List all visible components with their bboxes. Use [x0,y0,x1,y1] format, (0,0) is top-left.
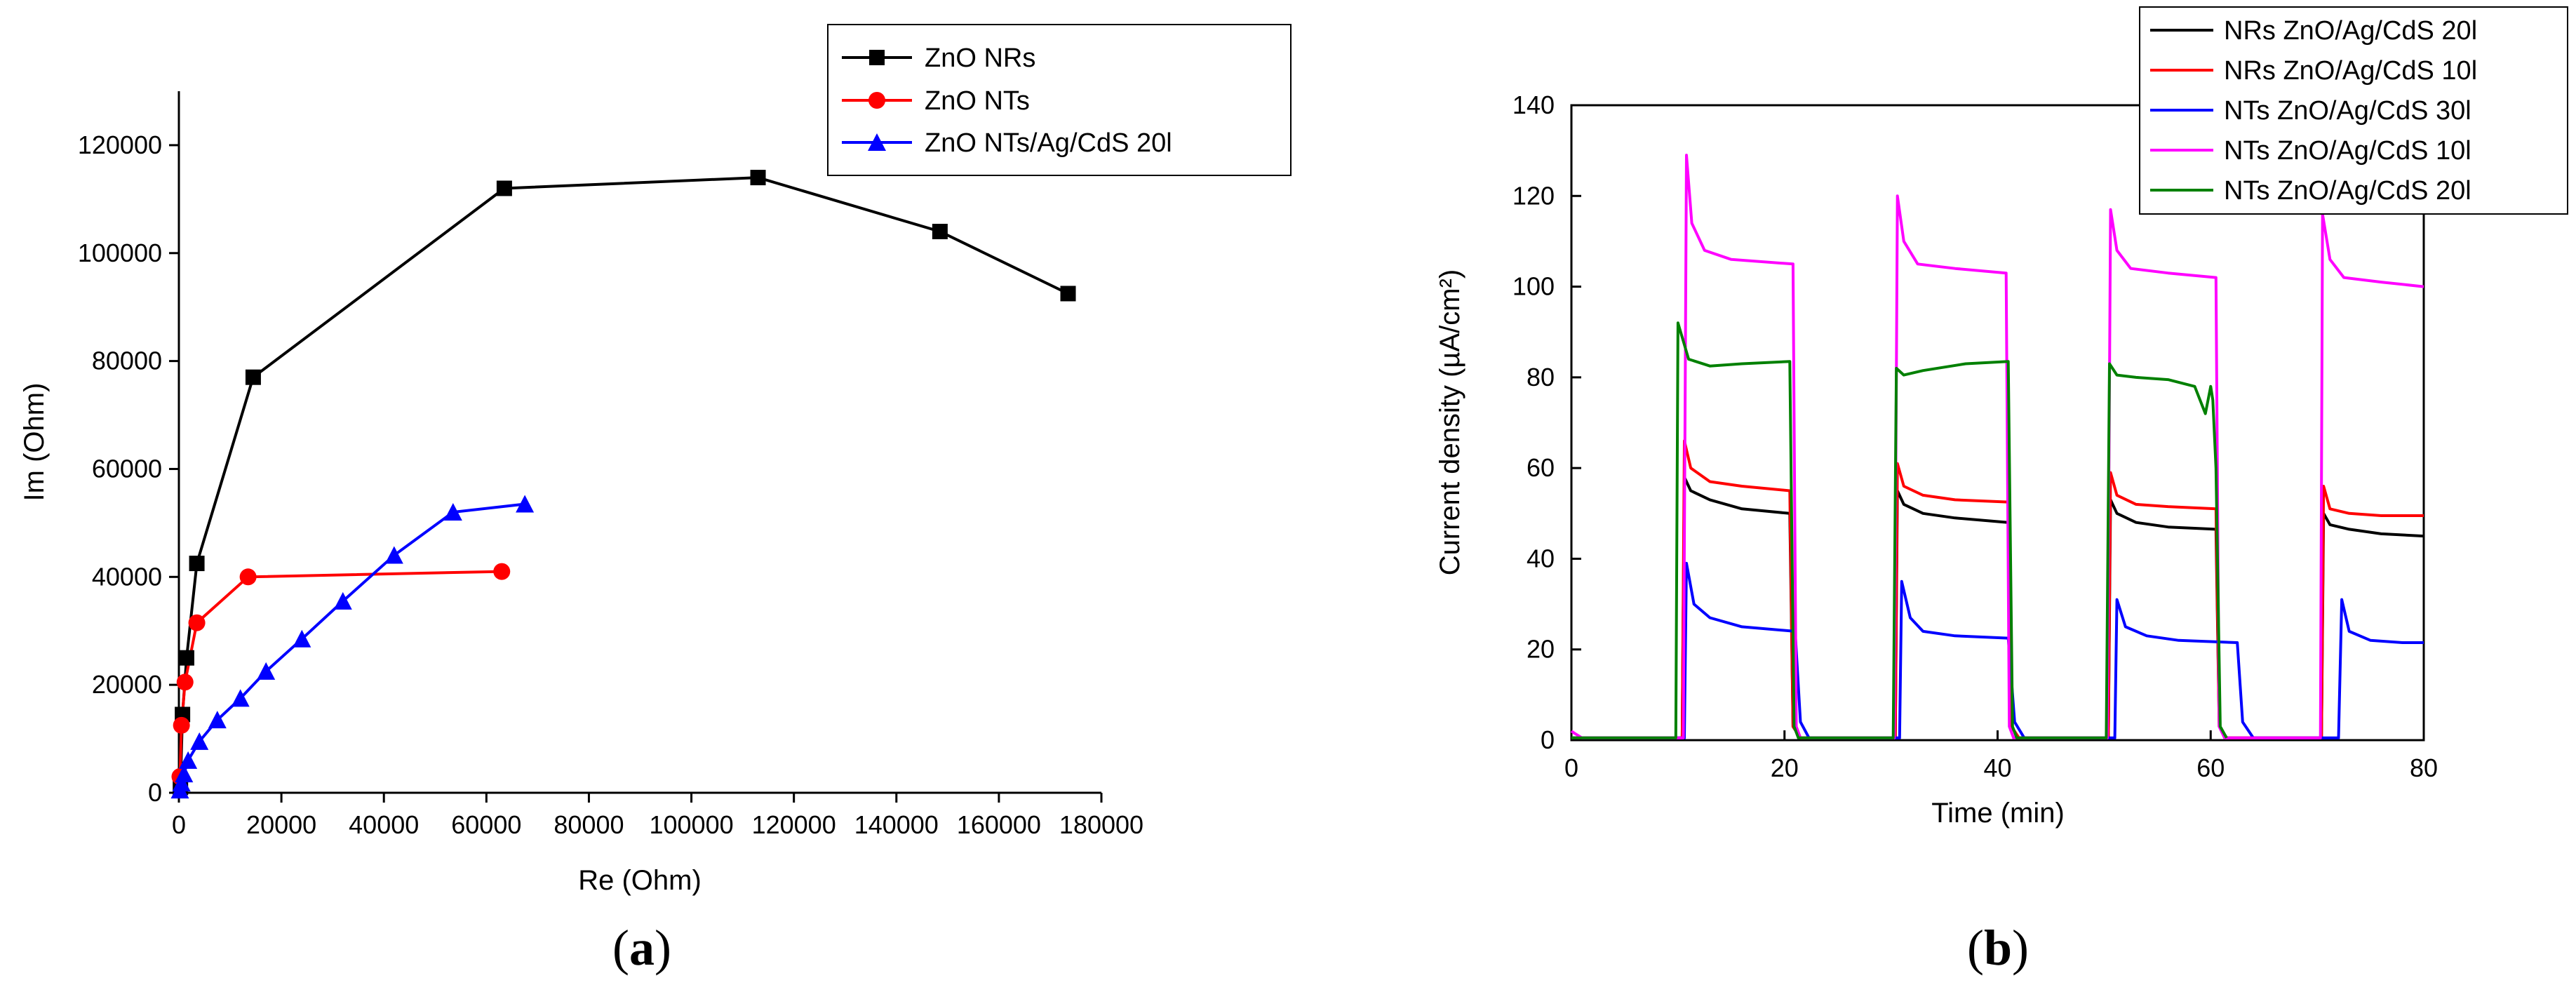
y-ticks-b: 0 20 40 60 80 100 120 140 [1512,91,1581,754]
data-point-a-1 [173,716,190,734]
y-tick-label-a: 20000 [92,670,162,699]
x-tick-label-a: 160000 [957,810,1041,839]
legend-marker-zno-nts [868,92,885,109]
series-line-a-2 [178,502,525,791]
x-tick-label-b: 80 [2410,753,2438,782]
series-line-b-3 [1570,154,2424,739]
data-point-a-0 [496,180,512,196]
y-tick-label-b: 140 [1512,91,1555,119]
data-point-a-2 [384,546,403,564]
y-tick-label-b: 60 [1527,453,1555,482]
series-markers-a [170,170,1076,799]
y-tick-label-a: 80000 [92,347,162,375]
legend-label-zno-nrs: ZnO NRs [925,43,1035,73]
legend-marker-zno-nts-ag-cds [868,133,886,151]
y-tick-label-a: 0 [148,778,162,807]
data-point-a-2 [179,751,198,769]
y-tick-label-b: 0 [1541,725,1555,754]
data-point-a-1 [188,614,206,631]
data-point-a-2 [333,591,352,610]
y-tick-label-b: 120 [1512,181,1555,210]
y-tick-label-a: 40000 [92,562,162,591]
y-axis-title-b: Current density (µA/cm²) [1435,269,1465,575]
y-tick-label-a: 60000 [92,454,162,483]
legend-label-nrs-10l: NRs ZnO/Ag/CdS 10l [2224,56,2477,86]
data-point-a-2 [208,711,227,729]
data-point-a-2 [257,662,276,680]
x-tick-label-a: 80000 [554,810,624,839]
y-axis-title-a: Im (Ohm) [19,383,50,502]
series-line-b-4 [1571,321,2228,739]
data-point-a-0 [932,224,948,239]
data-point-a-0 [178,650,194,666]
x-tick-label-a: 20000 [246,810,316,839]
x-tick-label-b: 20 [1771,753,1799,782]
legend-label-zno-nts: ZnO NTs [925,86,1030,116]
data-point-a-0 [1060,286,1076,302]
data-point-a-0 [189,556,205,572]
legend-label-nts-30l: NTs ZnO/Ag/CdS 30l [2224,96,2471,126]
y-ticks-a: 0 20000 40000 60000 80000 100000 120000 [78,130,179,807]
data-point-a-2 [516,495,535,513]
x-tick-label-a: 40000 [349,810,419,839]
legend-label-nrs-20l: NRs ZnO/Ag/CdS 20l [2224,16,2477,46]
x-tick-label-b: 60 [2196,753,2225,782]
x-tick-label-a: 140000 [854,810,939,839]
x-axis-title-b: Time (min) [1931,798,2065,829]
series-lines-a [178,176,1069,791]
data-point-a-1 [239,568,257,586]
x-tick-label-b: 40 [1983,753,2011,782]
series-line-b-2 [1571,561,2424,739]
plot-b: 0 20 40 60 80 0 20 40 60 80 100 120 140 [1512,91,2438,782]
data-point-a-2 [443,503,462,521]
legend-label-nts-20l: NTs ZnO/Ag/CdS 20l [2224,176,2471,206]
x-ticks-b: 0 20 40 60 80 [1564,730,2438,782]
series-line-b-1 [1571,439,2424,739]
panel-caption-a: (a) [612,920,671,976]
series-line-a-0 [179,176,1069,788]
panel-a: 0 20000 40000 60000 80000 100000 120000 140000 1… [19,24,1292,976]
x-tick-label-a: 180000 [1059,810,1143,839]
series-lines-b [1570,154,2424,739]
y-tick-label-b: 80 [1527,363,1555,391]
x-tick-label-b: 0 [1564,753,1578,782]
x-tick-label-a: 0 [172,810,186,839]
data-point-a-1 [493,563,511,580]
x-tick-label-a: 60000 [451,810,521,839]
data-point-a-2 [175,765,194,783]
data-point-a-0 [245,369,261,385]
x-axis-title-a: Re (Ohm) [578,865,702,896]
panel-caption-b: (b) [1967,920,2029,976]
data-point-a-2 [172,774,191,792]
y-tick-label-a: 100000 [78,239,162,267]
data-point-a-1 [176,674,194,691]
plot-a: 0 20000 40000 60000 80000 100000 120000 140000 1… [78,91,1143,839]
y-tick-label-b: 40 [1527,544,1555,572]
x-ticks-a: 0 20000 40000 60000 80000 100000 120000 140000 1… [172,793,1143,839]
y-tick-label-b: 100 [1512,272,1555,301]
x-tick-label-a: 100000 [649,810,733,839]
legend-b: NRs ZnO/Ag/CdS 20l NRs ZnO/Ag/CdS 10l NT… [2139,6,2568,215]
data-point-a-2 [190,732,209,750]
x-tick-label-a: 120000 [752,810,836,839]
y-tick-label-b: 20 [1527,635,1555,664]
y-tick-label-a: 120000 [78,130,162,159]
legend-label-nts-10l: NTs ZnO/Ag/CdS 10l [2224,136,2471,166]
legend-marker-zno-nrs [869,50,885,65]
data-point-a-2 [231,689,250,707]
legend-a: ZnO NRs ZnO NTs ZnO NTs/Ag/CdS 20l [827,24,1292,176]
data-point-a-0 [750,170,766,186]
legend-label-zno-nts-ag-cds: ZnO NTs/Ag/CdS 20l [925,128,1172,158]
data-point-a-2 [293,629,311,648]
